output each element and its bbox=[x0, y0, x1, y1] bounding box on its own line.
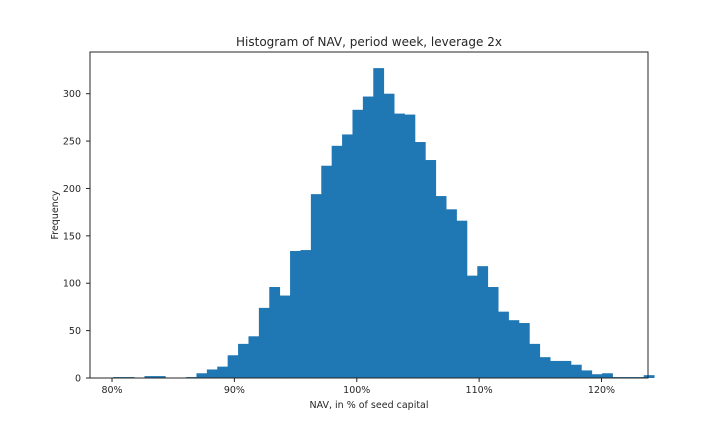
histogram-bar bbox=[602, 373, 613, 378]
y-axis-ticks: 0 50 100 150 200 250 300 bbox=[63, 89, 90, 385]
plot-area-frame bbox=[89, 51, 649, 379]
histogram-bar bbox=[404, 114, 416, 379]
histogram-bar bbox=[560, 360, 572, 378]
histogram-bar bbox=[227, 355, 239, 378]
histogram-bar bbox=[217, 366, 229, 378]
histogram-bar bbox=[342, 134, 353, 378]
histogram-bar bbox=[279, 295, 291, 378]
histogram-bar bbox=[331, 145, 343, 378]
y-tick-label: 250 bbox=[63, 137, 81, 148]
histogram-bar bbox=[446, 209, 457, 378]
histogram-bar bbox=[487, 287, 499, 378]
histogram-bar bbox=[643, 375, 655, 378]
x-tick-label: 110% bbox=[466, 385, 493, 396]
histogram-bar bbox=[570, 364, 582, 378]
y-tick-label: 0 bbox=[75, 374, 81, 385]
histogram-bar bbox=[352, 109, 364, 378]
histogram-bar bbox=[456, 220, 468, 378]
histogram-bar bbox=[518, 323, 530, 378]
x-tick-label: 100% bbox=[343, 385, 370, 396]
y-tick-label: 50 bbox=[69, 326, 81, 337]
x-axis-label: NAV, in % of seed capital bbox=[309, 400, 428, 411]
y-tick-label: 150 bbox=[63, 231, 81, 242]
y-tick-label: 100 bbox=[63, 279, 81, 290]
histogram-bar bbox=[238, 343, 249, 378]
histogram-bar bbox=[414, 142, 426, 378]
histogram-bar bbox=[394, 113, 405, 378]
histogram-bar bbox=[529, 343, 541, 378]
histogram-bar bbox=[508, 320, 520, 378]
histogram-bar bbox=[310, 194, 322, 378]
histogram-bar bbox=[269, 287, 281, 378]
histogram-bar bbox=[373, 68, 385, 379]
histogram-bar bbox=[477, 266, 489, 378]
histogram-bar bbox=[154, 376, 166, 378]
histogram-bar bbox=[258, 307, 270, 378]
histogram-bar bbox=[144, 376, 156, 378]
histogram-bar bbox=[466, 275, 478, 378]
histogram-bar bbox=[248, 336, 260, 378]
histogram-bar bbox=[435, 196, 447, 378]
histogram-bar bbox=[539, 357, 551, 378]
histogram-bar bbox=[290, 251, 301, 378]
histogram-bar bbox=[300, 250, 312, 378]
chart-title: Histogram of NAV, period week, leverage … bbox=[236, 35, 502, 49]
x-axis-ticks: 80% 90% 100% 110% 120% bbox=[101, 378, 615, 396]
y-axis-label: Frequency bbox=[50, 190, 61, 239]
x-tick-label: 90% bbox=[224, 385, 245, 396]
histogram-bar bbox=[591, 374, 603, 378]
histogram-bars bbox=[113, 68, 655, 379]
histogram-bar bbox=[383, 93, 395, 378]
x-tick-label: 120% bbox=[588, 385, 615, 396]
y-tick-label: 200 bbox=[63, 184, 81, 195]
histogram-bar bbox=[206, 369, 218, 378]
histogram-bar bbox=[196, 373, 208, 378]
histogram-bar bbox=[550, 360, 561, 378]
y-tick-label: 300 bbox=[63, 89, 81, 100]
histogram-bar bbox=[362, 96, 374, 378]
histogram-bar bbox=[581, 370, 593, 378]
x-tick-label: 80% bbox=[101, 385, 122, 396]
histogram-bar bbox=[425, 160, 437, 378]
histogram-bar bbox=[321, 165, 333, 378]
histogram-bar bbox=[498, 311, 509, 378]
